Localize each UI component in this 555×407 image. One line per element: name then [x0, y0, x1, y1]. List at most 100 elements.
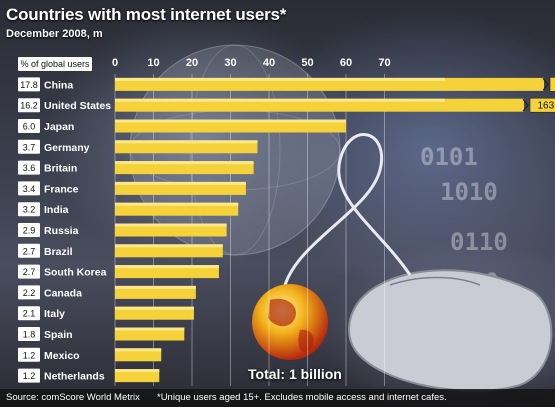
category-label: Mexico: [44, 350, 80, 362]
total-label: Total: 1 billion: [248, 366, 342, 382]
category-label: Spain: [44, 329, 73, 341]
bar: [115, 348, 162, 362]
bar-extension: [445, 98, 524, 112]
bar-highlight: [115, 265, 219, 269]
category-label: China: [44, 79, 73, 91]
category-label: Britain: [44, 163, 77, 175]
share-badge-label: 2.7: [23, 246, 36, 256]
share-badge: [18, 160, 40, 175]
bar-highlight: [115, 348, 162, 352]
share-legend-label: % of global users: [18, 57, 92, 71]
share-badge-label: 1.8: [23, 330, 36, 340]
share-badge-label: 6.0: [23, 122, 36, 132]
share-badge-label: 1.2: [23, 371, 36, 381]
bar: [115, 306, 194, 320]
bar: [115, 285, 196, 299]
bar-highlight: [115, 119, 346, 123]
bar: [115, 265, 219, 279]
value-callout: [549, 77, 555, 92]
x-tick-label: 20: [186, 57, 198, 69]
share-badge: [18, 285, 40, 300]
share-badge-label: 17.8: [20, 80, 38, 90]
x-tick-label: 70: [378, 57, 390, 69]
share-badge-label: 3.4: [23, 184, 36, 194]
bar: [115, 77, 445, 91]
category-label: India: [44, 204, 69, 216]
source-note: Source: comScore World Metrix: [6, 392, 140, 403]
share-badge: [18, 264, 40, 279]
bar-highlight: [115, 327, 185, 331]
bar-highlight: [115, 77, 445, 81]
bar-highlight: [115, 223, 227, 227]
bar-highlight: [115, 285, 196, 289]
break-mark: [522, 98, 529, 112]
svg-text:1010: 1010: [440, 178, 498, 206]
category-label: Japan: [44, 121, 74, 133]
x-tick-label: 40: [263, 57, 275, 69]
share-badge: [18, 202, 40, 217]
bar: [115, 223, 227, 237]
bar-extension: [445, 77, 544, 91]
footnote: *Unique users aged 15+. Excludes mobile …: [157, 392, 447, 403]
bar: [115, 119, 346, 133]
bar: [115, 244, 223, 258]
share-badge-label: 3.7: [23, 142, 36, 152]
share-badge: [18, 347, 40, 362]
share-badge-label: 2.9: [23, 226, 36, 236]
x-tick-label: 0: [112, 57, 118, 69]
share-badge: [18, 98, 40, 113]
category-label: Netherlands: [44, 371, 105, 383]
bar: [115, 98, 445, 112]
category-label: Italy: [44, 308, 65, 320]
share-badge: [18, 181, 40, 196]
share-badge: [18, 223, 40, 237]
bar-highlight: [115, 306, 194, 310]
share-badge-label: 2.1: [23, 309, 36, 319]
value-callout: [529, 97, 555, 113]
bar-highlight: [115, 161, 254, 165]
category-label: Germany: [44, 142, 90, 154]
bar: [115, 161, 254, 175]
bar-highlight: [115, 244, 223, 248]
x-tick-label: 30: [224, 57, 236, 69]
bar: [115, 202, 239, 216]
share-badge: [18, 327, 40, 341]
break-mark: [542, 78, 549, 91]
x-tick-label: 50: [301, 57, 313, 69]
category-label: South Korea: [44, 267, 107, 279]
data-label: 163.3: [537, 101, 555, 112]
bar-highlight: [115, 181, 246, 185]
bar-highlight: [115, 98, 445, 102]
category-label: United States: [44, 100, 111, 112]
bar: [115, 327, 185, 341]
bar-highlight: [115, 369, 160, 373]
x-tick-label: 10: [147, 57, 159, 69]
bar: [115, 369, 160, 383]
share-badge-label: 3.6: [23, 163, 36, 173]
share-badge-label: 2.7: [23, 267, 36, 277]
category-label: France: [44, 183, 79, 195]
share-badge: [18, 306, 40, 321]
bar: [115, 181, 246, 195]
share-badge: [18, 368, 40, 383]
bar: [115, 140, 258, 154]
bar-highlight: [115, 202, 239, 206]
svg-text:0101: 0101: [420, 143, 478, 171]
share-badge-label: 1.2: [23, 350, 36, 360]
svg-text:0110: 0110: [450, 228, 508, 256]
share-badge-label: 2.2: [23, 288, 36, 298]
category-label: Brazil: [44, 246, 73, 258]
chart-subtitle: December 2008, m: [6, 28, 103, 40]
share-badge: [18, 77, 40, 92]
share-badge: [18, 243, 40, 258]
share-badge-label: 16.2: [20, 101, 38, 111]
footer: Source: comScore World Metrix *Unique us…: [0, 389, 555, 407]
share-badge-label: 3.2: [23, 205, 36, 215]
bar-highlight: [115, 140, 258, 144]
chart-title: Countries with most internet users*: [6, 5, 287, 24]
share-badge: [18, 119, 40, 133]
share-badge: [18, 139, 40, 154]
x-tick-label: 60: [340, 57, 352, 69]
